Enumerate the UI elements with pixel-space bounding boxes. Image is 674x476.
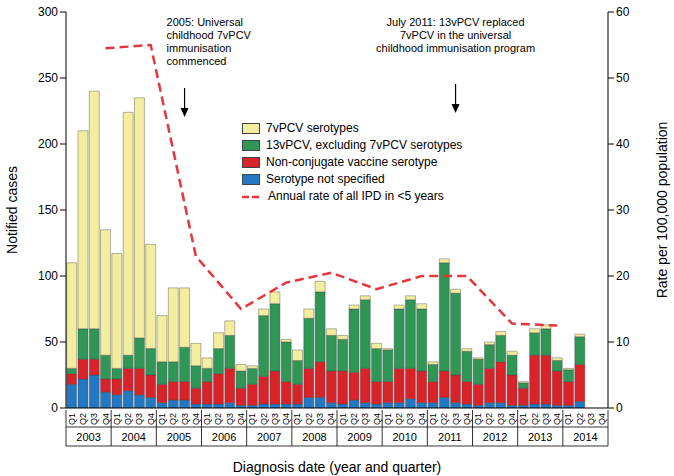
svg-text:Q3: Q3 — [496, 413, 506, 425]
svg-text:Q2: Q2 — [349, 413, 359, 425]
svg-text:Q2: Q2 — [575, 413, 585, 425]
svg-text:Q3: Q3 — [225, 413, 235, 425]
svg-text:Q2: Q2 — [259, 413, 269, 425]
svg-text:Q3: Q3 — [405, 413, 415, 425]
svg-text:Q3: Q3 — [586, 413, 596, 425]
svg-text:Q4: Q4 — [236, 413, 246, 425]
html-text:Annual rate of all IPD in <5 y: Annual rate of all IPD in <5 years — [268, 189, 444, 203]
svg-text:Q3: Q3 — [541, 413, 551, 425]
svg-text:10: 10 — [616, 335, 630, 349]
svg-text:Q4: Q4 — [101, 413, 111, 425]
svg-text:Q4: Q4 — [552, 413, 562, 425]
svg-text:Q1: Q1 — [292, 413, 302, 425]
svg-text:300: 300 — [38, 5, 58, 19]
svg-text:Q1: Q1 — [473, 413, 483, 425]
html-text:13vPCV, excluding 7vPCV seroty: 13vPCV, excluding 7vPCV serotypes — [266, 138, 463, 152]
svg-text:Q4: Q4 — [191, 413, 201, 425]
html-text:2005: Universal childhood 7vPC: 2005: Universal childhood 7vPCV immunisa… — [166, 16, 251, 67]
svg-text:Q2: Q2 — [484, 413, 494, 425]
svg-text:100: 100 — [38, 269, 58, 283]
svg-text:200: 200 — [38, 137, 58, 151]
svg-text:Diagnosis date (year and quart: Diagnosis date (year and quarter) — [233, 459, 442, 475]
svg-text:Q2: Q2 — [123, 413, 133, 425]
svg-text:Q3: Q3 — [134, 413, 144, 425]
svg-text:Q3: Q3 — [315, 413, 325, 425]
svg-text:0: 0 — [616, 401, 623, 415]
svg-text:250: 250 — [38, 71, 58, 85]
svg-text:2009: 2009 — [347, 431, 371, 443]
svg-text:2006: 2006 — [212, 431, 236, 443]
svg-text:Q4: Q4 — [417, 413, 427, 425]
svg-text:2010: 2010 — [393, 431, 417, 443]
svg-text:Q2: Q2 — [304, 413, 314, 425]
svg-text:Q1: Q1 — [202, 413, 212, 425]
svg-text:2008: 2008 — [302, 431, 326, 443]
svg-text:2004: 2004 — [122, 431, 146, 443]
svg-text:0: 0 — [51, 401, 58, 415]
svg-text:Q3: Q3 — [360, 413, 370, 425]
svg-text:150: 150 — [38, 203, 58, 217]
svg-text:Q4: Q4 — [372, 413, 382, 425]
svg-text:Q1: Q1 — [67, 413, 77, 425]
svg-text:Q2: Q2 — [168, 413, 178, 425]
svg-text:Q3: Q3 — [270, 413, 280, 425]
svg-text:2003: 2003 — [76, 431, 100, 443]
html-text:Non-conjugate vaccine serotype: Non-conjugate vaccine serotype — [266, 155, 438, 169]
svg-text:Rate per 100,000 population: Rate per 100,000 population — [654, 122, 666, 299]
svg-text:2007: 2007 — [257, 431, 281, 443]
svg-text:30: 30 — [616, 203, 630, 217]
html-text:Serotype not specified: Serotype not specified — [266, 172, 385, 186]
svg-text:Q2: Q2 — [394, 413, 404, 425]
svg-text:2012: 2012 — [483, 431, 507, 443]
svg-text:Q4: Q4 — [326, 413, 336, 425]
svg-text:Q1: Q1 — [338, 413, 348, 425]
svg-text:Q4: Q4 — [146, 413, 156, 425]
svg-text:Q2: Q2 — [530, 413, 540, 425]
svg-text:Q4: Q4 — [462, 413, 472, 425]
svg-text:Q3: Q3 — [451, 413, 461, 425]
svg-text:50: 50 — [616, 71, 630, 85]
svg-text:40: 40 — [616, 137, 630, 151]
svg-text:Q4: Q4 — [281, 413, 291, 425]
svg-text:Q1: Q1 — [247, 413, 257, 425]
svg-text:Q1: Q1 — [518, 413, 528, 425]
svg-text:Q1: Q1 — [563, 413, 573, 425]
svg-text:Q3: Q3 — [89, 413, 99, 425]
svg-text:Q4: Q4 — [597, 413, 607, 425]
svg-text:Q1: Q1 — [112, 413, 122, 425]
svg-text:2014: 2014 — [573, 431, 597, 443]
svg-text:Q1: Q1 — [383, 413, 393, 425]
svg-text:50: 50 — [45, 335, 59, 349]
svg-text:20: 20 — [616, 269, 630, 283]
svg-text:Q4: Q4 — [507, 413, 517, 425]
html-text:July 2011: 13vPCV replaced 7vP: July 2011: 13vPCV replaced 7vPCV in the … — [376, 16, 535, 54]
svg-text:2005: 2005 — [167, 431, 191, 443]
svg-text:Q3: Q3 — [180, 413, 190, 425]
svg-text:Q2: Q2 — [439, 413, 449, 425]
svg-text:2013: 2013 — [528, 431, 552, 443]
svg-text:60: 60 — [616, 5, 630, 19]
html-text:7vPCV serotypes: 7vPCV serotypes — [266, 121, 359, 135]
svg-text:Q1: Q1 — [157, 413, 167, 425]
svg-text:2011: 2011 — [438, 431, 462, 443]
svg-text:Q2: Q2 — [213, 413, 223, 425]
svg-text:Notified cases: Notified cases — [8, 166, 20, 254]
svg-text:Q2: Q2 — [78, 413, 88, 425]
svg-text:Q1: Q1 — [428, 413, 438, 425]
